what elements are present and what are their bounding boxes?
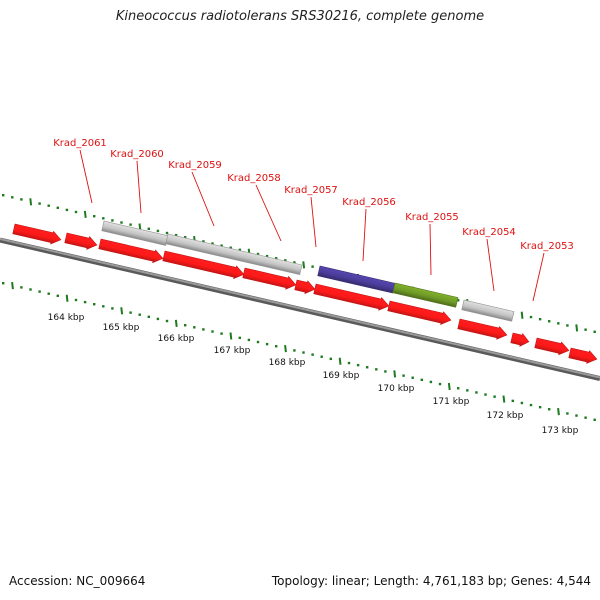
genome-summary-text: Topology: linear; Length: 4,761,183 bp; …: [271, 574, 591, 588]
gene-feature[interactable]: [12, 223, 62, 247]
genome-axis: [0, 237, 600, 381]
gene-label: Krad_2055: [405, 212, 459, 223]
gene-leader-line: [79, 149, 93, 204]
map-title: Kineococcus radiotolerans SRS30216, comp…: [115, 9, 485, 24]
scale-label: 165 kbp: [103, 323, 140, 333]
gene-label: Krad_2057: [284, 185, 338, 196]
accession-text: Accession: NC_009664: [9, 574, 146, 588]
gene-label: Krad_2059: [168, 160, 222, 171]
gene-feature[interactable]: [101, 220, 169, 246]
scale-label: 170 kbp: [378, 384, 415, 394]
gene-feature[interactable]: [457, 318, 508, 342]
scale-label: 168 kbp: [269, 358, 306, 368]
gene-feature[interactable]: [534, 337, 570, 357]
gene-feature[interactable]: [510, 332, 530, 349]
gene-label: Krad_2053: [520, 241, 574, 252]
gene-feature[interactable]: [461, 299, 515, 322]
scale-label: 173 kbp: [542, 426, 579, 436]
gene-feature[interactable]: [162, 250, 245, 281]
scale-label: 171 kbp: [433, 397, 470, 407]
gene-leader-line: [532, 252, 545, 302]
gene-feature[interactable]: [317, 265, 396, 294]
gene-leader-line: [362, 208, 367, 262]
gene-label: Krad_2058: [227, 173, 281, 184]
gene-feature[interactable]: [98, 238, 164, 265]
gene-feature[interactable]: [568, 347, 598, 366]
gene-leader-line: [191, 171, 215, 227]
scale-label: 172 kbp: [487, 411, 524, 421]
scale-label: 166 kbp: [158, 334, 195, 344]
gene-feature[interactable]: [294, 279, 316, 296]
gene-leader-line: [486, 238, 495, 292]
gene-leader-line: [310, 196, 317, 248]
gene-leader-line: [429, 223, 432, 276]
gene-label: Krad_2054: [462, 227, 516, 238]
gene-feature[interactable]: [64, 232, 98, 252]
gene-feature[interactable]: [392, 282, 459, 308]
gene-label: Krad_2061: [53, 138, 107, 149]
gene-label: Krad_2060: [110, 149, 164, 160]
gene-feature[interactable]: [242, 267, 297, 292]
scale-label: 167 kbp: [214, 346, 251, 356]
lower-tick-row: [2, 281, 596, 421]
gene-leader-line: [255, 184, 282, 242]
gene-label: Krad_2056: [342, 197, 396, 208]
gene-feature[interactable]: [165, 233, 303, 276]
scale-label: 164 kbp: [48, 313, 85, 323]
gene-leader-line: [136, 160, 142, 214]
scale-label: 169 kbp: [323, 371, 360, 381]
gene-feature[interactable]: [313, 283, 390, 313]
gene-feature[interactable]: [387, 300, 452, 327]
